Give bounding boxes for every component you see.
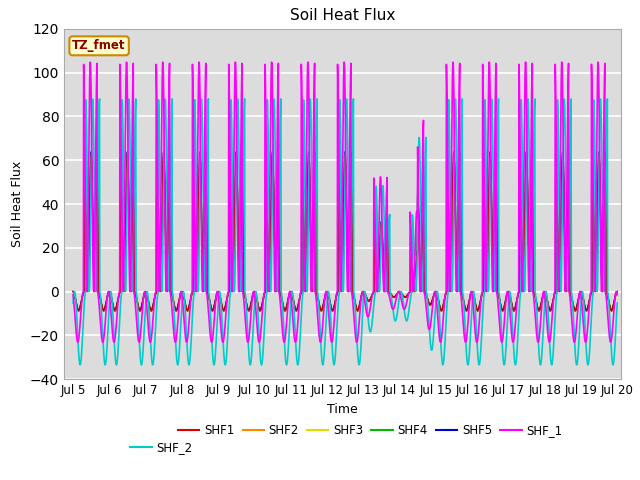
- SHF3: [408, 250, 415, 256]
- SHF_2: [218, 315, 226, 321]
- SHF4: [88, 157, 95, 163]
- SHF2: [590, 224, 598, 229]
- Title: Soil Heat Flux: Soil Heat Flux: [290, 9, 395, 24]
- SHF_1: [86, 59, 94, 65]
- SHF4: [171, 304, 179, 310]
- SHF_2: [408, 290, 415, 296]
- SHF2: [80, 151, 88, 156]
- SHF5: [613, 289, 621, 295]
- Legend: SHF_2: SHF_2: [125, 437, 197, 459]
- SHF4: [507, 297, 515, 303]
- SHF3: [590, 204, 598, 209]
- SHF4: [218, 304, 226, 310]
- SHF1: [218, 303, 226, 309]
- SHF1: [171, 304, 179, 310]
- SHF_1: [613, 292, 621, 298]
- SHF2: [218, 303, 226, 309]
- SHF3: [507, 296, 515, 301]
- SHF_2: [590, 97, 598, 103]
- SHF1: [69, 289, 77, 295]
- SHF_2: [76, 362, 84, 368]
- SHF1: [88, 153, 95, 159]
- SHF2: [69, 289, 77, 295]
- SHF4: [590, 216, 598, 222]
- Line: SHF4: SHF4: [73, 160, 617, 312]
- SHF2: [613, 289, 621, 295]
- SHF4: [408, 252, 415, 258]
- SHF5: [438, 307, 445, 312]
- SHF5: [590, 218, 598, 224]
- SHF2: [351, 298, 358, 304]
- SHF_1: [507, 323, 515, 328]
- SHF5: [88, 149, 95, 155]
- SHF5: [69, 289, 77, 295]
- Line: SHF_2: SHF_2: [73, 99, 617, 365]
- SHF_2: [95, 96, 103, 102]
- SHF5: [507, 297, 515, 303]
- SHF_1: [218, 336, 226, 342]
- SHF4: [351, 298, 358, 304]
- SHF2: [507, 297, 515, 303]
- X-axis label: Time: Time: [327, 403, 358, 416]
- SHF_2: [351, 297, 358, 303]
- SHF_2: [69, 300, 77, 306]
- SHF1: [507, 297, 515, 302]
- SHF_1: [408, 240, 415, 246]
- SHF3: [613, 289, 621, 295]
- SHF_2: [171, 324, 179, 330]
- SHF2: [171, 304, 179, 310]
- Line: SHF_1: SHF_1: [73, 62, 617, 342]
- SHF2: [408, 252, 415, 258]
- Line: SHF3: SHF3: [73, 158, 617, 310]
- SHF3: [171, 304, 179, 310]
- SHF4: [69, 289, 77, 295]
- SHF3: [218, 302, 226, 308]
- SHF3: [75, 307, 83, 313]
- SHF4: [173, 309, 180, 314]
- SHF5: [407, 249, 415, 254]
- SHF3: [69, 289, 77, 295]
- Line: SHF5: SHF5: [73, 152, 617, 310]
- SHF_2: [613, 300, 621, 306]
- SHF3: [95, 155, 102, 161]
- SHF2: [100, 307, 108, 312]
- SHF5: [218, 302, 225, 308]
- SHF_2: [507, 295, 515, 301]
- Text: TZ_fmet: TZ_fmet: [72, 39, 126, 52]
- SHF1: [613, 289, 621, 295]
- SHF_1: [351, 324, 358, 330]
- SHF1: [351, 298, 358, 303]
- SHF1: [173, 308, 180, 313]
- SHF4: [613, 289, 621, 295]
- SHF_1: [99, 339, 107, 345]
- SHF5: [351, 297, 358, 302]
- SHF5: [171, 304, 179, 310]
- SHF_1: [69, 292, 77, 298]
- Line: SHF2: SHF2: [73, 154, 617, 310]
- SHF_1: [590, 249, 598, 255]
- Line: SHF1: SHF1: [73, 156, 617, 311]
- SHF1: [590, 214, 598, 219]
- SHF1: [408, 251, 415, 257]
- SHF3: [351, 297, 358, 302]
- Y-axis label: Soil Heat Flux: Soil Heat Flux: [12, 161, 24, 247]
- SHF_1: [171, 338, 179, 344]
